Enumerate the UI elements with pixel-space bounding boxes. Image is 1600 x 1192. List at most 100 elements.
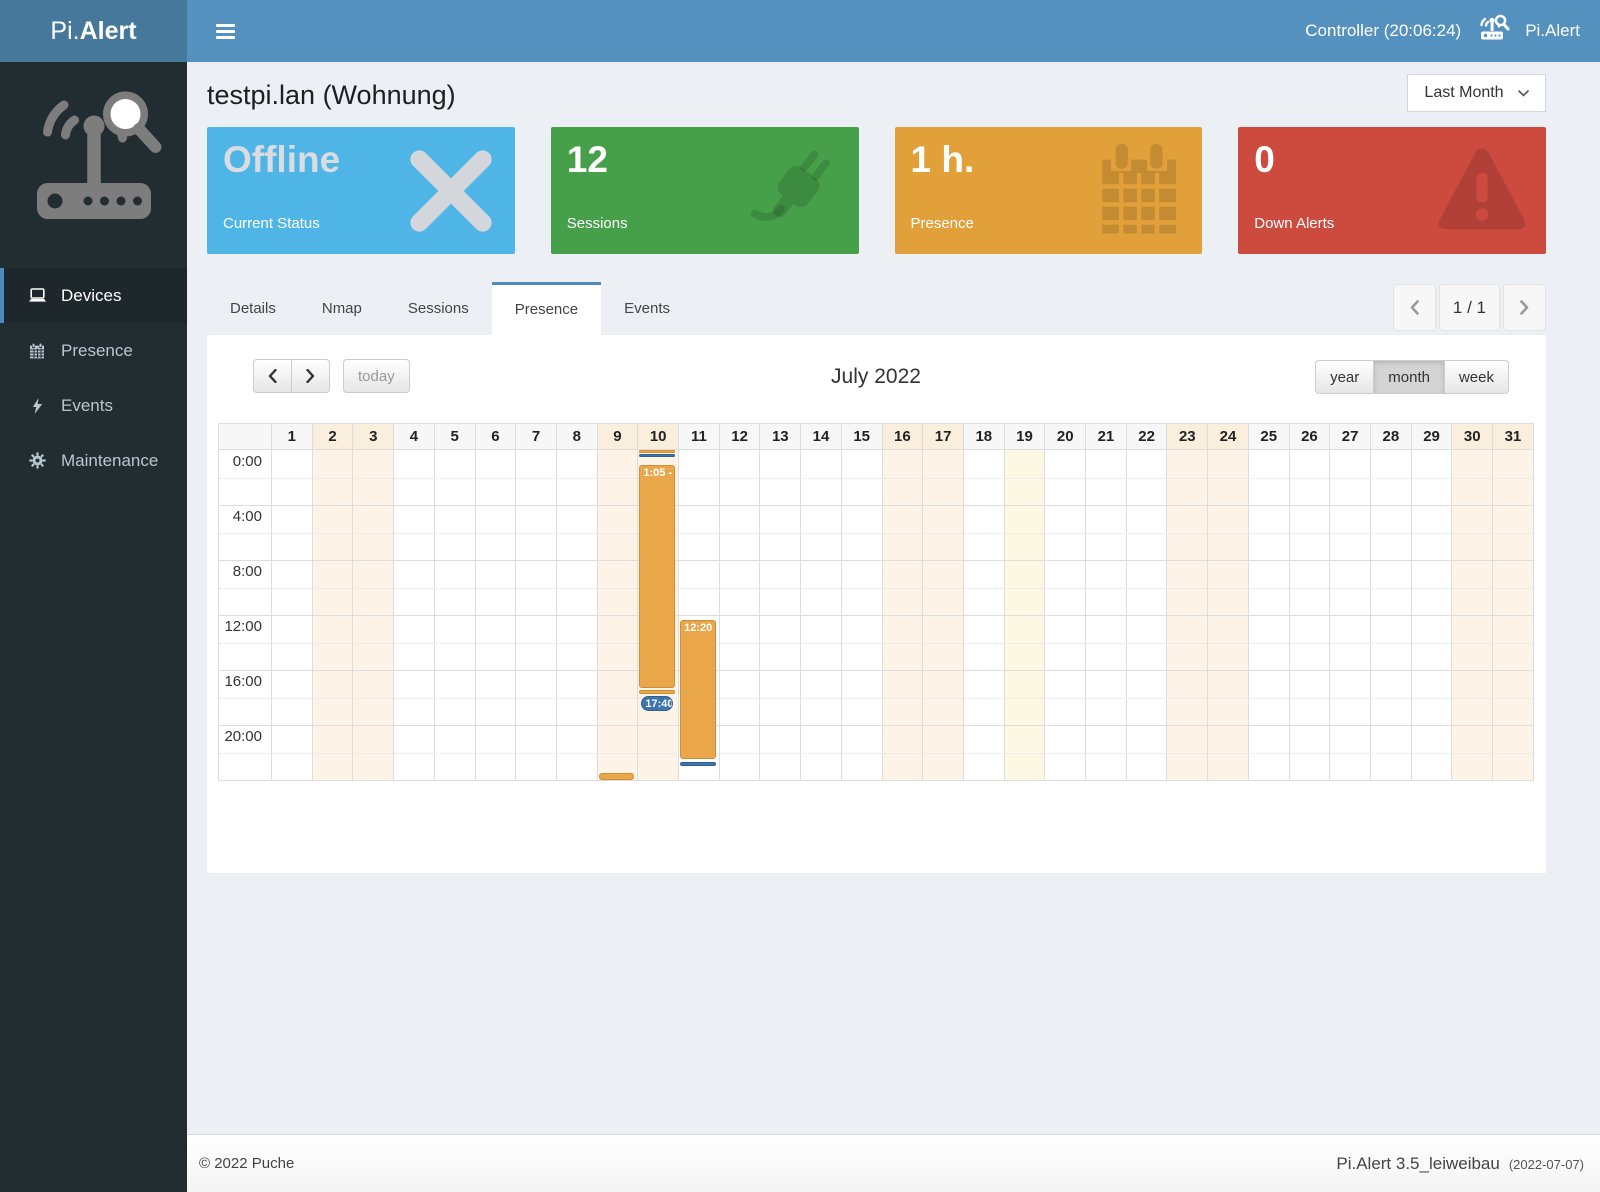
warning-icon bbox=[1438, 148, 1526, 230]
down-alerts-card[interactable]: 0 Down Alerts bbox=[1238, 127, 1546, 254]
main-content: testpi.lan (Wohnung) Last Month Offline … bbox=[187, 62, 1600, 873]
controller-time[interactable]: Controller (20:06:24) bbox=[1305, 21, 1462, 40]
status-label: Current Status bbox=[223, 215, 320, 232]
tab-details[interactable]: Details bbox=[230, 300, 276, 317]
sidebar-item-label: Presence bbox=[61, 340, 133, 360]
day-header-26: 26 bbox=[1288, 424, 1330, 449]
day-header-18: 18 bbox=[962, 424, 1004, 449]
page-title: testpi.lan (Wohnung) bbox=[207, 80, 456, 110]
presence-event[interactable] bbox=[639, 450, 676, 453]
presence-event[interactable]: 12:20 - bbox=[680, 619, 716, 760]
presence-label: Presence bbox=[910, 215, 974, 232]
status-value: Offline bbox=[223, 139, 341, 180]
day-header-21: 21 bbox=[1085, 424, 1126, 449]
down-alerts-label: Down Alerts bbox=[1254, 215, 1335, 232]
chevron-left-icon bbox=[268, 369, 277, 383]
day-header-4: 4 bbox=[393, 424, 434, 449]
brand-alert: Alert bbox=[79, 16, 137, 45]
calendar-day-headers: 1 2 3 4 5 6 7 8 9 10 11 12 13 14 15 16 17 18 19 20 21 22 23 24 2… bbox=[219, 424, 1533, 450]
day-header-5: 5 bbox=[433, 424, 475, 449]
sidebar: Devices Presence Events Maintenance bbox=[0, 62, 187, 1192]
navbar: Controller (20:06:24) bbox=[187, 0, 1600, 62]
status-card[interactable]: Offline Current Status bbox=[207, 127, 515, 254]
day-header-10: 10 bbox=[637, 424, 679, 449]
page-next-button[interactable] bbox=[1503, 284, 1546, 331]
calendar-view-month-button[interactable]: month bbox=[1373, 360, 1445, 394]
bolt-icon bbox=[27, 397, 47, 414]
presence-event[interactable] bbox=[639, 689, 676, 695]
day-header-20: 20 bbox=[1044, 424, 1085, 449]
period-select-value: Last Month bbox=[1424, 84, 1504, 101]
calendar-prev-button[interactable] bbox=[253, 359, 292, 393]
chevron-down-icon bbox=[1517, 89, 1529, 97]
sidebar-item-events[interactable]: Events bbox=[0, 378, 187, 433]
presence-event[interactable] bbox=[598, 773, 635, 780]
tabs: Details Nmap Sessions Presence Events bbox=[207, 282, 1546, 335]
day-header-28: 28 bbox=[1369, 424, 1411, 449]
sessions-card[interactable]: 12 Sessions bbox=[550, 127, 859, 254]
calendar-next-button[interactable] bbox=[291, 359, 330, 393]
day-header-2: 2 bbox=[311, 424, 353, 449]
sidebar-item-label: Events bbox=[61, 395, 113, 415]
day-header-8: 8 bbox=[555, 424, 597, 449]
day-header-27: 27 bbox=[1329, 424, 1370, 449]
footer-copyright: © 2022 Puche bbox=[199, 1155, 295, 1172]
chevron-right-icon bbox=[1520, 300, 1529, 315]
calendar-today-button[interactable]: today bbox=[343, 359, 410, 393]
day-header-14: 14 bbox=[800, 424, 841, 449]
time-label: 12:00 bbox=[224, 618, 262, 635]
sidebar-item-label: Maintenance bbox=[61, 450, 159, 470]
sidebar-item-maintenance[interactable]: Maintenance bbox=[0, 433, 187, 488]
time-axis: 0:00 4:00 8:00 12:00 16:00 20:00 bbox=[219, 450, 271, 780]
calendar-view-switcher: year month week bbox=[1315, 360, 1509, 394]
calendar-icon bbox=[1102, 143, 1177, 234]
day-header-12: 12 bbox=[718, 424, 760, 449]
footer: © 2022 Puche Pi.Alert 3.5_leiweibau (202… bbox=[187, 1134, 1600, 1192]
presence-event[interactable]: 17:40 - bbox=[641, 696, 674, 711]
page-prev-button[interactable] bbox=[1392, 284, 1436, 331]
day-header-3: 3 bbox=[352, 424, 394, 449]
day-header-16: 16 bbox=[881, 424, 923, 449]
day-header-9: 9 bbox=[596, 424, 638, 449]
plug-icon bbox=[750, 150, 830, 222]
brand-logo[interactable]: Pi. Alert bbox=[0, 0, 187, 62]
brand-pi: Pi. bbox=[50, 16, 80, 45]
day-header-25: 25 bbox=[1247, 424, 1289, 449]
presence-card[interactable]: 1 h. Presence bbox=[894, 127, 1203, 254]
presence-event[interactable] bbox=[639, 453, 676, 458]
sidebar-item-devices[interactable]: Devices bbox=[0, 268, 187, 323]
day-header-13: 13 bbox=[759, 424, 800, 449]
day-header-11: 11 bbox=[678, 424, 719, 449]
gear-icon bbox=[27, 452, 47, 469]
chevron-right-icon bbox=[306, 369, 315, 383]
footer-version: Pi.Alert 3.5_leiweibau bbox=[1336, 1153, 1500, 1173]
day-header-7: 7 bbox=[515, 424, 556, 449]
presence-calendar: 1 2 3 4 5 6 7 8 9 10 11 12 13 14 15 16 17 18 19 20 21 22 23 24 2… bbox=[218, 423, 1534, 781]
tab-nmap[interactable]: Nmap bbox=[321, 300, 362, 317]
presence-event[interactable]: 1:05 - bbox=[639, 464, 676, 688]
calendar-view-year-button[interactable]: year bbox=[1315, 360, 1375, 394]
calendar-icon bbox=[27, 343, 47, 359]
day-header-6: 6 bbox=[474, 424, 516, 449]
hamburger-menu-icon[interactable] bbox=[203, 11, 247, 51]
sidebar-menu: Devices Presence Events Maintenance bbox=[0, 268, 187, 488]
presence-event[interactable] bbox=[680, 761, 716, 766]
sidebar-item-presence[interactable]: Presence bbox=[0, 323, 187, 378]
day-header-17: 17 bbox=[922, 424, 963, 449]
day-header-31: 31 bbox=[1492, 424, 1533, 449]
day-header-24: 24 bbox=[1207, 424, 1248, 449]
tab-sessions[interactable]: Sessions bbox=[407, 300, 469, 317]
tab-presence[interactable]: Presence bbox=[491, 282, 602, 335]
tab-events[interactable]: Events bbox=[624, 300, 670, 317]
time-label: 20:00 bbox=[224, 728, 262, 745]
navbar-app-name[interactable]: Pi.Alert bbox=[1525, 21, 1580, 40]
tabs-row: Details Nmap Sessions Presence Events 1 / 1 bbox=[207, 282, 1546, 335]
time-label: 16:00 bbox=[224, 673, 262, 690]
laptop-icon bbox=[27, 288, 47, 303]
day-header-29: 29 bbox=[1410, 424, 1452, 449]
calendar-view-week-button[interactable]: week bbox=[1443, 360, 1509, 394]
page-indicator: 1 / 1 bbox=[1438, 284, 1500, 331]
period-select[interactable]: Last Month bbox=[1407, 74, 1546, 112]
top-bar: Pi. Alert Controller (20:06:24) bbox=[0, 0, 1600, 62]
